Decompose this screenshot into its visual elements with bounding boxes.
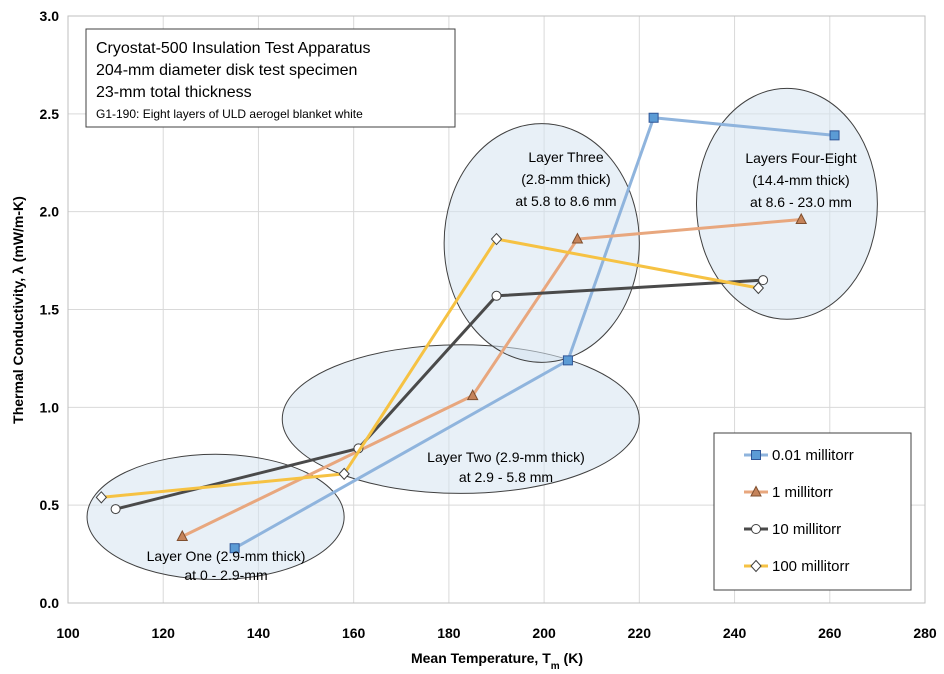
legend-marker-3 — [751, 524, 761, 534]
legend-label-1: 0.01 millitorr — [772, 447, 854, 464]
legend: 0.01 millitorr 1 millitorr 10 millitorr 100… — [713, 432, 912, 591]
data-point-s3-p4 — [758, 275, 769, 286]
info-box-note: G1-190: Eight layers of ULD aerogel blan… — [96, 107, 363, 121]
y-tick-label: 1.0 — [40, 399, 60, 415]
x-tick-label: 100 — [56, 625, 80, 641]
plot-area-border — [67, 15, 926, 604]
data-point-s1-p1 — [229, 543, 240, 554]
data-point-s1-p3 — [648, 112, 659, 123]
info-box-line-1: Cryostat-500 Insulation Test Apparatus — [96, 40, 371, 57]
y-tick-label: 1.5 — [40, 302, 60, 318]
data-series — [95, 112, 840, 554]
data-point-s2-p2 — [466, 389, 479, 401]
data-point-s1-p2 — [562, 355, 573, 366]
layer-region-ellipse-1 — [86, 453, 345, 581]
series-2 — [176, 212, 808, 541]
x-tick-label: 220 — [628, 625, 652, 641]
y-tick-label: 0.5 — [40, 497, 60, 513]
info-box: Cryostat-500 Insulation Test Apparatus 20… — [85, 28, 456, 128]
data-point-s2-p4 — [795, 212, 808, 224]
info-box-line-2: 204-mm diameter disk test specimen — [96, 62, 357, 79]
region-label-4-line-2: (14.4-mm thick) — [752, 172, 849, 188]
legend-marker-2 — [750, 485, 762, 497]
region-label-1-line-2: at 0 - 2.9-mm — [184, 567, 267, 583]
x-axis-ticks: 100 120 140 160 180 200 220 240 260 280 — [56, 625, 937, 641]
x-axis-title: Mean Temperature, Tm (K) — [411, 650, 583, 669]
series-line-1 — [233, 116, 835, 550]
x-tick-label: 200 — [532, 625, 556, 641]
y-tick-label: 2.0 — [40, 204, 60, 220]
legend-label-2: 1 millitorr — [772, 484, 833, 501]
x-tick-label: 240 — [723, 625, 747, 641]
data-point-s2-p3 — [571, 232, 584, 244]
series-4 — [95, 232, 765, 504]
legend-marker-4 — [750, 559, 762, 573]
y-tick-label: 3.0 — [40, 8, 60, 24]
region-label-2-line-2: at 2.9 - 5.8 mm — [459, 469, 553, 485]
x-tick-label: 180 — [437, 625, 461, 641]
y-axis-title: Thermal Conductivity, λ (mW/m-K) — [10, 196, 26, 424]
series-line-4 — [101, 237, 759, 499]
data-point-s1-p4 — [829, 130, 840, 141]
data-point-s4-p2 — [338, 467, 350, 481]
info-box-frame — [85, 28, 456, 128]
y-tick-label: 2.5 — [40, 106, 60, 122]
data-point-s2-p1 — [176, 529, 189, 541]
x-tick-label: 160 — [342, 625, 366, 641]
info-box-line-3: 23-mm total thickness — [96, 84, 252, 101]
series-1 — [229, 112, 840, 554]
x-tick-label: 140 — [247, 625, 271, 641]
region-label-4-line-3: at 8.6 - 23.0 mm — [750, 194, 852, 210]
data-point-s4-p1 — [95, 491, 108, 504]
data-point-s4-p4 — [752, 281, 765, 295]
data-point-s3-p3 — [491, 290, 502, 301]
x-tick-label: 120 — [152, 625, 176, 641]
region-label-3-line-3: at 5.8 to 8.6 mm — [515, 193, 616, 209]
legend-label-4: 100 millitorr — [772, 558, 850, 575]
legend-label-3: 10 millitorr — [772, 521, 841, 538]
series-line-2 — [181, 217, 802, 538]
x-tick-label: 260 — [818, 625, 842, 641]
data-point-s4-p3 — [490, 232, 503, 246]
region-label-3-line-2: (2.8-mm thick) — [521, 171, 610, 187]
layer-region-ellipse-3 — [443, 123, 640, 363]
x-tick-label: 280 — [913, 625, 937, 641]
y-axis-ticks: 0.0 0.5 1.0 1.5 2.0 2.5 3.0 — [40, 8, 60, 611]
region-label-2-line-1: Layer Two (2.9-mm thick) — [427, 449, 585, 465]
region-label-1-line-1: Layer One (2.9-mm thick) — [147, 548, 306, 564]
y-tick-label: 0.0 — [40, 595, 60, 611]
data-point-s3-p1 — [110, 504, 121, 515]
legend-frame — [713, 432, 912, 591]
region-label-4-line-1: Layers Four-Eight — [745, 150, 856, 166]
legend-marker-1 — [751, 450, 761, 460]
layer-region-ellipse-4 — [695, 87, 878, 320]
series-line-3 — [115, 278, 764, 511]
region-label-3-line-1: Layer Three — [528, 149, 603, 165]
